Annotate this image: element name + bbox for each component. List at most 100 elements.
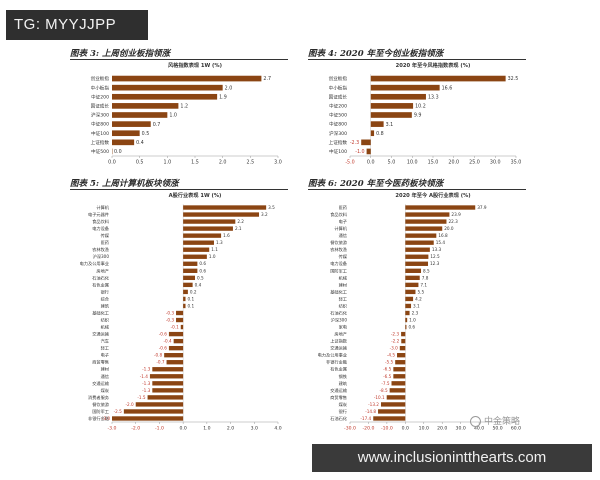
category-label: 国防军工 xyxy=(330,267,347,274)
bar xyxy=(183,233,222,238)
value-label: 3.5 xyxy=(268,205,275,210)
value-label: 12.5 xyxy=(430,254,440,259)
category-label: 建材 xyxy=(339,281,347,288)
chart-title: 风格指数表现 1W (%) xyxy=(168,61,222,69)
panel-rule-5 xyxy=(70,189,288,190)
bar xyxy=(405,289,416,295)
x-tick-label: -10.0 xyxy=(381,426,393,432)
category-label: 汽车 xyxy=(101,338,109,345)
bar xyxy=(168,345,184,351)
value-label: 1.0 xyxy=(169,113,177,119)
value-label: 0.1 xyxy=(188,296,195,301)
value-label: -1.3 xyxy=(142,367,151,372)
value-label: 1.0 xyxy=(209,254,216,259)
category-label: 消费者服务 xyxy=(88,394,110,401)
value-label: 0.5 xyxy=(142,131,150,137)
bar xyxy=(370,103,414,109)
category-label: 交通运输 xyxy=(92,331,110,338)
category-label: 电力及公用事业 xyxy=(80,260,109,267)
bar xyxy=(112,112,168,118)
bar xyxy=(389,388,406,393)
value-label: 0.7 xyxy=(153,122,161,128)
x-tick-label: 0.5 xyxy=(136,160,144,166)
value-label: 3.1 xyxy=(386,122,394,128)
x-tick-label: 1.0 xyxy=(203,426,210,432)
bar xyxy=(370,93,426,100)
x-tick-label: 4.0 xyxy=(274,426,281,432)
category-label: 餐饮旅游 xyxy=(330,239,348,246)
x-tick-label: -1.0 xyxy=(155,426,164,432)
bar xyxy=(112,84,223,91)
x-tick-label: 1.0 xyxy=(164,160,172,166)
value-label: -2.2 xyxy=(391,339,400,344)
value-label: 7.1 xyxy=(420,282,427,287)
category-label: 有色金属 xyxy=(92,281,109,288)
category-label: 非银行金融 xyxy=(326,359,348,366)
category-label: 交通运输 xyxy=(330,387,348,394)
category-label: 轻工 xyxy=(101,345,109,352)
bar xyxy=(391,381,406,386)
bar xyxy=(397,353,406,358)
bar xyxy=(173,338,184,344)
category-label: 国证成长 xyxy=(91,102,110,109)
bar xyxy=(405,247,430,252)
bar xyxy=(405,219,447,224)
category-label: 电子 xyxy=(339,218,347,224)
value-label: -7.5 xyxy=(381,381,390,386)
value-label: -2.3 xyxy=(350,140,359,146)
value-label: 0.1 xyxy=(188,303,195,308)
value-label: -5.5 xyxy=(385,360,394,365)
category-label: 食品饮料 xyxy=(330,211,348,218)
value-label: 16.8 xyxy=(438,233,448,238)
x-tick-label: 10.0 xyxy=(407,160,418,166)
value-label: -17.4 xyxy=(360,416,371,421)
logo-icon xyxy=(470,416,481,427)
category-label: 建筑 xyxy=(339,380,348,387)
bar xyxy=(393,374,406,379)
category-label: 计算机 xyxy=(334,225,347,232)
category-label: 纺织 xyxy=(339,302,347,309)
x-tick-label: 25.0 xyxy=(469,160,480,166)
bar xyxy=(152,388,184,393)
value-label: -1.5 xyxy=(137,395,146,400)
watermark-logo-text: 中金策略 xyxy=(484,417,521,427)
category-label: 商贸零售 xyxy=(92,359,109,366)
x-tick-label: 40.0 xyxy=(474,426,484,432)
bar xyxy=(405,233,437,238)
category-label: 创业板指 xyxy=(91,75,110,82)
panel-rule-6 xyxy=(308,189,526,190)
category-label: 综合 xyxy=(101,295,110,302)
value-label: 1.2 xyxy=(180,104,188,110)
bar xyxy=(152,367,184,372)
value-label: 0.6 xyxy=(408,325,415,330)
category-label: 煤炭 xyxy=(339,401,347,408)
value-label: -1.3 xyxy=(142,388,151,393)
value-label: 8.5 xyxy=(423,268,430,273)
chart-style-index-1w: 风格指数表现 1W (%) 0.0 0.5 1.0 1.5 2.0 2.5 3.0 创业板指 2.… xyxy=(91,61,282,166)
category-label: 基础化工 xyxy=(330,288,347,295)
value-label: 2.7 xyxy=(263,76,271,82)
bar xyxy=(366,148,371,155)
value-label: 9.9 xyxy=(414,113,422,119)
value-label: -3.0 xyxy=(390,346,399,351)
category-label: 机械 xyxy=(339,274,348,281)
panel-title-4: 图表 4: 2020 年至今创业板指领涨 xyxy=(308,49,444,59)
category-label: 沪深300 xyxy=(329,130,347,137)
chart-title: 2020 年至今 A股行业表现 (%) xyxy=(395,191,470,199)
panel-title-6: 图表 6: 2020 年至今医药板块领涨 xyxy=(308,179,444,189)
value-label: -14.8 xyxy=(365,409,376,414)
value-label: -1.0 xyxy=(355,149,364,155)
x-tick-label: 20.0 xyxy=(448,160,459,166)
bar xyxy=(168,331,184,337)
bar xyxy=(112,416,184,421)
value-label: 3.2 xyxy=(261,212,268,217)
bar xyxy=(370,130,375,137)
value-label: 0.5 xyxy=(197,275,204,280)
value-label: -1.4 xyxy=(140,374,149,379)
x-tick-label: -20.0 xyxy=(362,426,374,432)
bar xyxy=(405,261,429,266)
category-label: 传媒 xyxy=(339,253,348,260)
category-label: 上证指数 xyxy=(330,338,348,345)
value-label: 2.3 xyxy=(412,310,419,315)
category-label: 房地产 xyxy=(334,331,347,338)
